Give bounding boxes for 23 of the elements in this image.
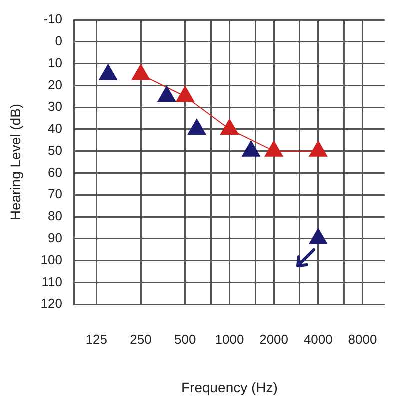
y-tick-label: 100 [40,252,62,268]
y-axis-title: Hearing Level (dB) [7,104,24,221]
x-tick-label: 4000 [304,332,333,347]
y-tick-label: 30 [48,99,62,114]
y-tick-label: 50 [48,142,62,158]
y-tick-label: 80 [48,208,62,224]
x-tick-label: 8000 [348,332,378,347]
x-tick-label: 2000 [260,332,289,347]
y-tick-label: 120 [40,296,62,312]
y-tick-label: 20 [48,77,62,92]
y-tick-label: 40 [48,121,62,136]
x-tick-label: 250 [130,332,152,347]
y-tick-label: -10 [44,12,62,27]
y-tick-label: 110 [42,274,62,290]
x-axis-title: Frequency (Hz) [181,379,278,396]
y-tick-label: 90 [48,230,62,246]
y-tick-label: 70 [48,186,62,202]
x-tick-label: 1000 [215,332,244,347]
x-tick-label: 500 [174,332,196,347]
y-tick-label: 60 [48,164,62,180]
x-tick-label: 125 [86,332,108,347]
y-tick-label: 0 [55,33,62,48]
y-tick-label: 10 [48,55,62,70]
